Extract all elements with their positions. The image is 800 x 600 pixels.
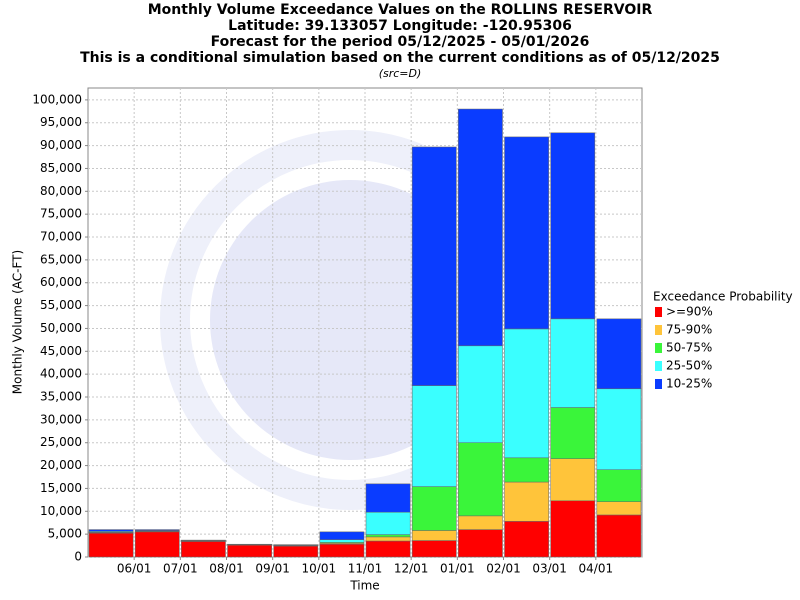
x-tick-label: 10/01 [302, 562, 337, 576]
bar-segment [504, 521, 549, 558]
subtitle: Latitude: 39.133057 Longitude: -120.9530… [228, 18, 572, 34]
y-tick-label: 90,000 [40, 138, 82, 152]
y-tick-label: 55,000 [40, 298, 82, 312]
bar-segment [550, 500, 596, 558]
bar-segment [596, 318, 642, 390]
y-tick-label: 45,000 [40, 344, 82, 358]
x-tick-label: 08/01 [209, 562, 244, 576]
subtitle: This is a conditional simulation based o… [80, 50, 720, 66]
y-tick-label: 60,000 [40, 275, 82, 289]
bar-segment [458, 108, 503, 347]
x-tick-label: 12/01 [394, 562, 429, 576]
legend-label: 10-25% [666, 377, 712, 391]
bar-segment [365, 534, 411, 538]
bar-segment [319, 531, 365, 540]
y-tick-label: 85,000 [40, 161, 82, 175]
bar-segment [273, 545, 319, 558]
x-tick-label: 04/01 [579, 562, 614, 576]
bar-segment [596, 469, 642, 502]
legend-swatch [655, 307, 662, 317]
y-tick-label: 10,000 [40, 504, 82, 518]
bar-segment [504, 136, 549, 330]
x-tick-label: 02/01 [486, 562, 521, 576]
y-tick-label: 20,000 [40, 458, 82, 472]
bar-segment [88, 532, 134, 558]
x-tick-label: 06/01 [117, 562, 152, 576]
bar-segment [411, 540, 457, 558]
bar-segment [365, 483, 411, 513]
bar-segment [411, 146, 457, 386]
bar-segment [596, 514, 642, 558]
legend-label: 75-90% [666, 323, 712, 337]
bar-segment [365, 540, 411, 558]
bar-segment [458, 529, 503, 558]
legend-swatch [655, 325, 662, 335]
bar-segment [504, 457, 549, 483]
y-tick-label: 50,000 [40, 321, 82, 335]
bar-segment [458, 345, 503, 443]
y-tick-label: 40,000 [40, 367, 82, 381]
bar-segment [227, 544, 272, 558]
y-tick-label: 30,000 [40, 412, 82, 426]
bar-segment [181, 541, 226, 558]
bar-segment [550, 318, 596, 408]
legend-label: 50-75% [666, 341, 712, 355]
bar-segment [550, 458, 596, 502]
legend-label: >=90% [666, 305, 713, 319]
bar-segment [365, 511, 411, 535]
legend-label: 25-50% [666, 359, 712, 373]
x-tick-label: 11/01 [348, 562, 383, 576]
bar-segment [596, 388, 642, 470]
y-tick-label: 70,000 [40, 230, 82, 244]
legend-swatch [655, 343, 662, 353]
bar-segment [134, 531, 180, 558]
bar-segment [411, 530, 457, 541]
bar-segment [319, 539, 365, 543]
bar-segment [88, 529, 134, 532]
legend-title: Exceedance Probability [653, 290, 793, 304]
y-tick-label: 95,000 [40, 115, 82, 129]
y-tick-label: 65,000 [40, 252, 82, 266]
bar-segment [596, 501, 642, 516]
x-tick-label: 09/01 [255, 562, 290, 576]
chart-title: Monthly Volume Exceedance Values on the … [148, 2, 653, 18]
note: (src=D) [379, 67, 422, 80]
y-tick-label: 75,000 [40, 207, 82, 221]
y-tick-label: 0 [74, 550, 82, 564]
bar-segment [550, 132, 596, 320]
bar-segment [365, 536, 411, 542]
x-axis-label: Time [349, 579, 379, 593]
bar-segment [550, 407, 596, 459]
y-axis-label: Monthly Volume (AC-FT) [11, 250, 25, 394]
legend-swatch [655, 379, 662, 389]
x-tick-label: 07/01 [163, 562, 198, 576]
legend-swatch [655, 361, 662, 371]
bar-segment [319, 543, 365, 558]
bar-segment [458, 442, 503, 517]
y-tick-label: 25,000 [40, 435, 82, 449]
x-tick-label: 03/01 [532, 562, 567, 576]
subtitle: Forecast for the period 05/12/2025 - 05/… [211, 34, 590, 50]
y-tick-label: 100,000 [32, 92, 82, 106]
bar-segment [411, 486, 457, 531]
bar-segment [504, 328, 549, 459]
y-tick-label: 80,000 [40, 184, 82, 198]
y-tick-label: 35,000 [40, 390, 82, 404]
y-tick-label: 15,000 [40, 481, 82, 495]
bar-segment [411, 385, 457, 487]
bar-segment [458, 515, 503, 530]
y-tick-label: 5,000 [48, 527, 82, 541]
x-tick-label: 01/01 [440, 562, 475, 576]
bar-segment [504, 481, 549, 522]
bar-segment [134, 529, 180, 531]
